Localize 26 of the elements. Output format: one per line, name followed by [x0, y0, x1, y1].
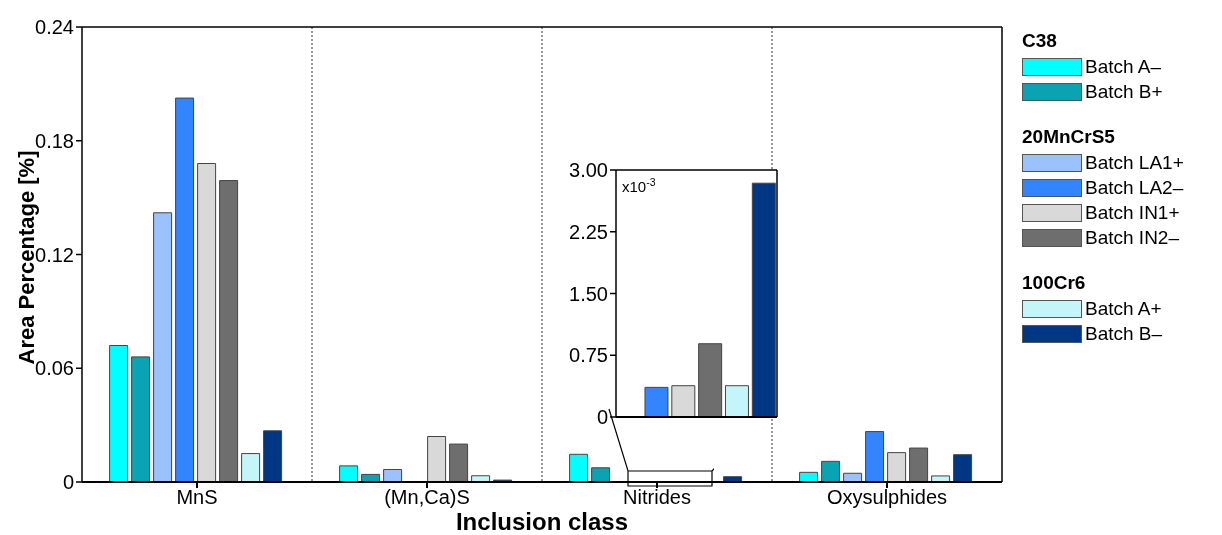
y-tick-label: 3.00 — [569, 159, 608, 182]
y-tick-label: 0 — [596, 406, 608, 429]
y-tick-label: 0.18 — [35, 129, 74, 152]
text: C38 — [1022, 30, 1058, 52]
y-tick-label: 0.06 — [35, 357, 74, 380]
legend-label: Batch A– — [1085, 55, 1162, 78]
y-tick-label: 1.50 — [569, 282, 608, 305]
legend-label: Batch IN1+ — [1085, 201, 1180, 224]
y-tick-label: 0.24 — [35, 16, 74, 39]
x-tick-label: Nitrides — [623, 486, 691, 509]
y-tick-label: 2.25 — [569, 220, 608, 243]
text: 20MnCrS5 — [1022, 126, 1116, 148]
legend-label: Batch IN2– — [1085, 226, 1179, 249]
x-tick-label: (Mn,Ca)S — [384, 486, 470, 509]
legend-label: Batch A+ — [1085, 297, 1162, 320]
x-tick-label: Oxysulphides — [826, 486, 948, 509]
legend-label: Batch LA1+ — [1085, 151, 1184, 174]
text: 100Cr6 — [1022, 272, 1087, 294]
y-tick-label: 0.75 — [569, 344, 608, 367]
x-axis-title: Inclusion class — [455, 508, 629, 535]
legend-label: Batch B+ — [1085, 80, 1163, 103]
legend-label: Batch LA2– — [1085, 176, 1184, 199]
annotation: x10$^{-3}$ — [622, 176, 656, 195]
legend-label: Batch B– — [1085, 322, 1163, 345]
x-tick-label: MnS — [176, 486, 218, 509]
y-tick-label: 0 — [62, 471, 74, 494]
